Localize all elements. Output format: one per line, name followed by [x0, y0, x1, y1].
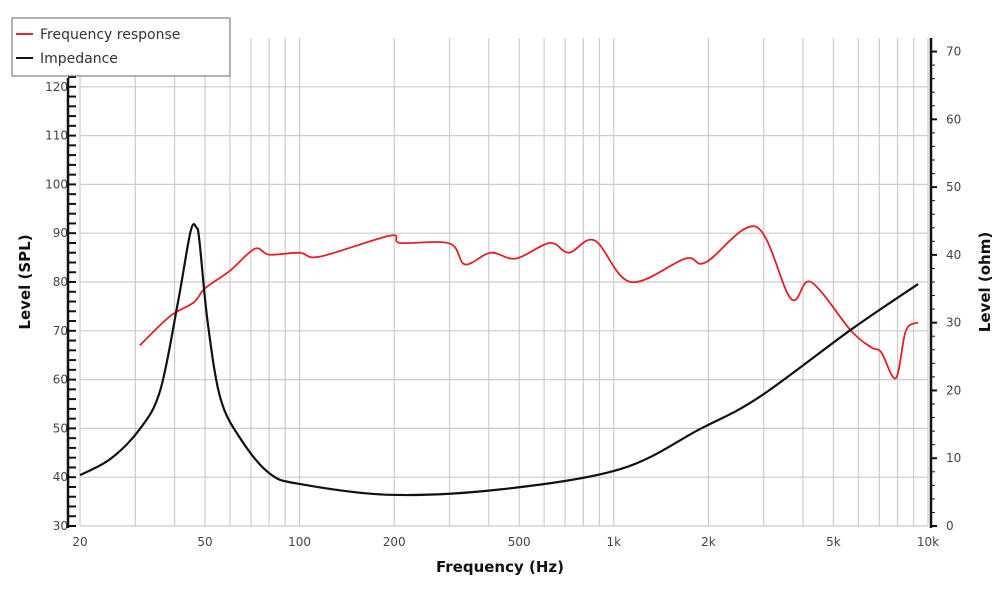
- y2-tick-label: 70: [946, 45, 961, 59]
- x-tick-label: 50: [197, 535, 212, 549]
- x-tick-label: 500: [508, 535, 531, 549]
- y2-tick-label: 10: [946, 451, 961, 465]
- y-tick-label: 60: [53, 373, 68, 387]
- y-tick-label: 120: [45, 80, 68, 94]
- legend-box: [11, 17, 231, 77]
- frequency-response-line: [139, 225, 919, 380]
- y-tick-label: 90: [53, 226, 68, 240]
- y-tick-label: 100: [45, 177, 68, 191]
- y-axis-label: Level (SPL): [16, 234, 34, 329]
- legend-label-impedance: Impedance: [40, 51, 118, 67]
- x-tick-label: 2k: [701, 535, 716, 549]
- y-tick-label: 110: [45, 129, 68, 143]
- y2-axis-label: Level (ohm): [976, 232, 994, 332]
- y2-tick-label: 40: [946, 248, 961, 262]
- x-tick-label: 20: [72, 535, 87, 549]
- legend: Frequency response Impedance: [11, 17, 231, 77]
- y2-tick-label: 30: [946, 316, 961, 330]
- y2-tick-label: 50: [946, 180, 961, 194]
- y-tick-label: 50: [53, 421, 68, 435]
- axes: 30 40 50 60 70 80 90 100 110 120 0 10 20 30 40 50 60 70 20…: [45, 38, 961, 549]
- x-tick-label: 5k: [826, 535, 841, 549]
- x-tick-label: 200: [383, 535, 406, 549]
- y2-tick-label: 20: [946, 383, 961, 397]
- legend-label-frequency: Frequency response: [40, 27, 180, 43]
- y-tick-label: 80: [53, 275, 68, 289]
- grid: [79, 38, 929, 527]
- y2-tick-label: 0: [946, 519, 954, 533]
- y2-tick-label: 60: [946, 112, 961, 126]
- impedance-line: [79, 223, 919, 497]
- x-tick-label: 100: [288, 535, 311, 549]
- y-tick-label: 70: [53, 324, 68, 338]
- y-tick-label: 40: [53, 470, 68, 484]
- y-tick-label: 30: [53, 519, 68, 533]
- x-axis-label: Frequency (Hz): [436, 558, 564, 576]
- x-tick-label: 1k: [607, 535, 622, 549]
- x-tick-label: 10k: [917, 535, 939, 549]
- series-lines: [79, 223, 919, 497]
